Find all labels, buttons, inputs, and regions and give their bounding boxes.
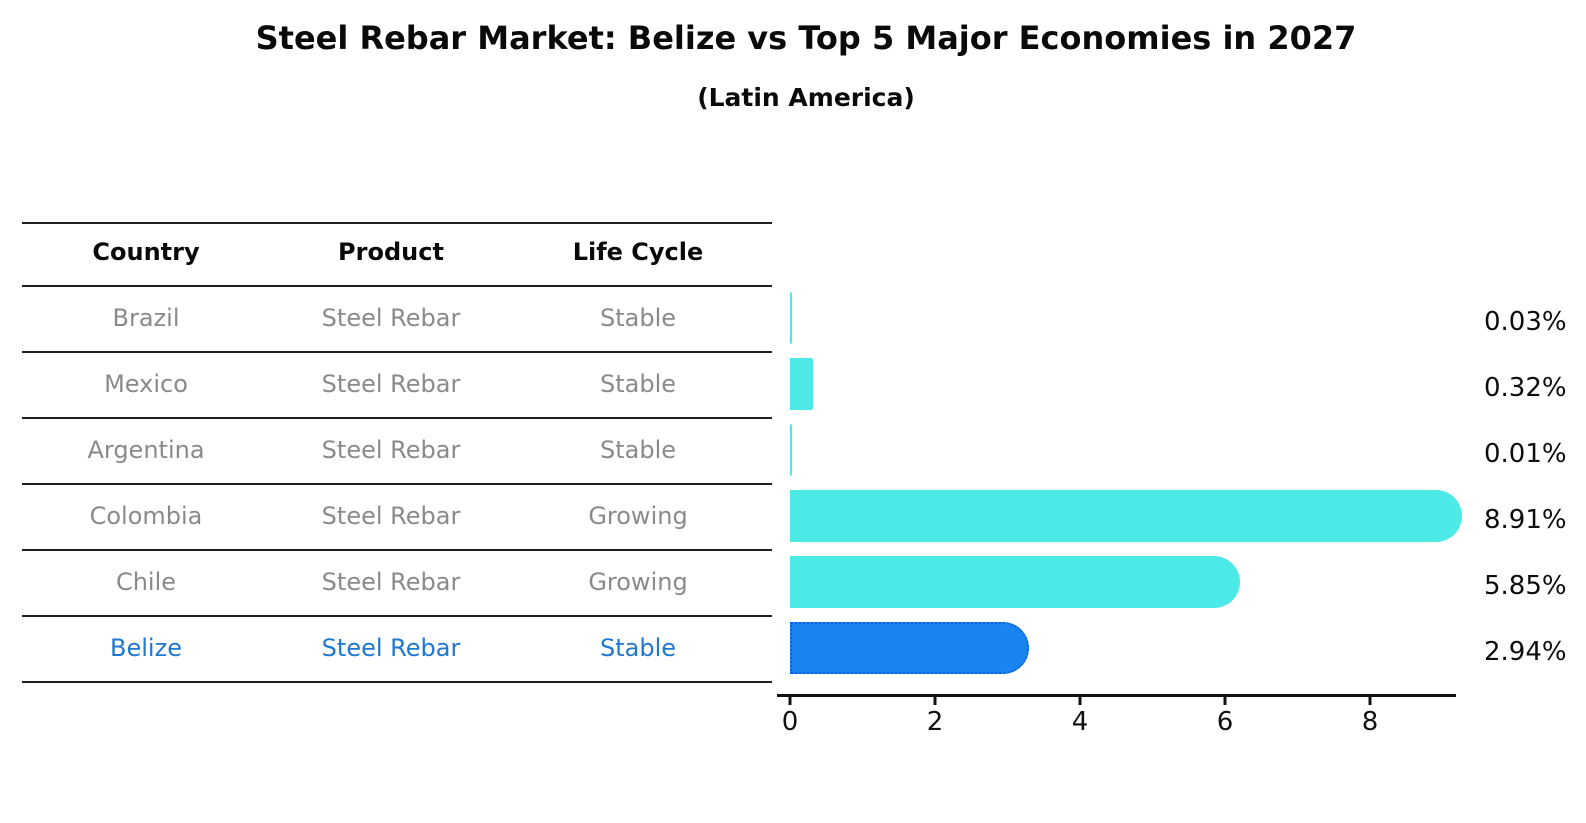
bar-colombia: [790, 490, 1462, 542]
table-cell-life-cycle: Stable: [599, 370, 677, 398]
bar-value-label: 0.03%: [1484, 307, 1567, 337]
table-divider: [22, 417, 772, 419]
table-cell-country: Argentina: [87, 436, 205, 464]
table-header-country: Country: [92, 238, 200, 266]
table-cell-product: Steel Rebar: [321, 370, 461, 398]
table-cell-life-cycle: Growing: [588, 502, 688, 530]
table-cell-country: Belize: [110, 634, 182, 662]
x-axis-tick: [1368, 697, 1372, 705]
table-cell-country: Brazil: [112, 304, 180, 332]
x-axis-tick: [933, 697, 937, 705]
table-cell-country: Colombia: [89, 502, 203, 530]
table-cell-life-cycle: Stable: [599, 436, 677, 464]
table-cell-life-cycle: Growing: [588, 568, 688, 596]
bar-value-label: 0.32%: [1484, 373, 1567, 403]
table-cell-country: Mexico: [104, 370, 188, 398]
table-cell-product: Steel Rebar: [321, 634, 461, 662]
table-cell-product: Steel Rebar: [321, 436, 461, 464]
bar-belize: [790, 622, 1030, 674]
x-axis-tick-label: 8: [1361, 707, 1379, 737]
table-header-product: Product: [338, 238, 444, 266]
table-cell-product: Steel Rebar: [321, 304, 461, 332]
table-cell-product: Steel Rebar: [321, 568, 461, 596]
x-axis-line: [777, 694, 1456, 697]
x-axis-tick-label: 2: [926, 707, 944, 737]
table-cell-country: Chile: [115, 568, 177, 596]
x-axis-tick-label: 6: [1216, 707, 1234, 737]
table-divider: [22, 681, 772, 683]
x-axis-tick: [788, 697, 792, 705]
bar-value-label: 5.85%: [1484, 571, 1567, 601]
chart-title: Steel Rebar Market: Belize vs Top 5 Majo…: [255, 19, 1357, 57]
table-divider: [22, 222, 772, 224]
chart-subtitle: (Latin America): [697, 83, 915, 112]
bar-brazil: [790, 292, 793, 344]
table-header-life-cycle: Life Cycle: [572, 238, 704, 266]
bar-value-label: 8.91%: [1484, 505, 1567, 535]
x-axis-tick: [1078, 697, 1082, 705]
table-divider: [22, 483, 772, 485]
table-cell-life-cycle: Stable: [599, 304, 677, 332]
x-axis-tick: [1223, 697, 1227, 705]
x-axis-tick-label: 0: [781, 707, 799, 737]
table-cell-product: Steel Rebar: [321, 502, 461, 530]
table-divider: [22, 351, 772, 353]
bar-value-label: 2.94%: [1484, 637, 1567, 667]
table-divider: [22, 549, 772, 551]
table-divider: [22, 615, 772, 617]
x-axis-tick-label: 4: [1071, 707, 1089, 737]
bar-chile: [790, 556, 1241, 608]
bar-mexico: [790, 358, 814, 410]
bar-argentina: [790, 424, 792, 476]
bar-value-label: 0.01%: [1484, 439, 1567, 469]
table-divider: [22, 285, 772, 287]
table-cell-life-cycle: Stable: [599, 634, 677, 662]
